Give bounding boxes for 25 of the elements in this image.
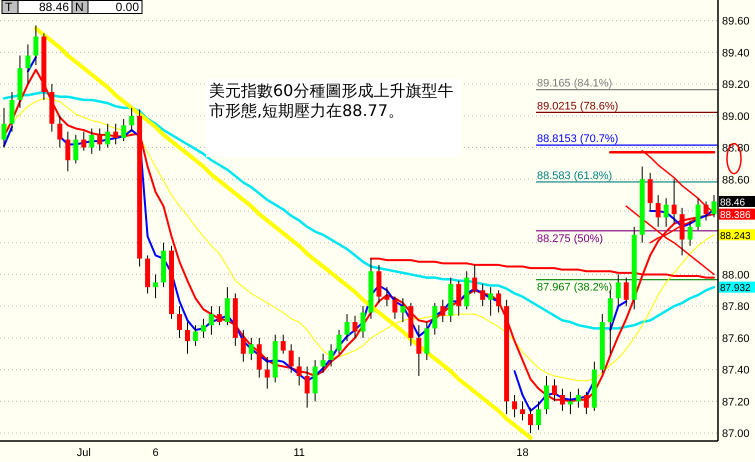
ref-line-label: 89.165 (84.1%): [537, 78, 612, 90]
x-tick-label: 6: [152, 447, 159, 459]
y-tick-label: 89.20: [722, 79, 750, 92]
y-tick-label: 87.00: [722, 428, 750, 440]
y-tick-label: 87.20: [722, 396, 750, 408]
ref-line-label: 88.275 (50%): [537, 232, 604, 245]
y-tick-label: 88.00: [722, 269, 750, 282]
y-tick-label: 87.60: [722, 332, 750, 345]
x-tick-label: 11: [293, 447, 305, 459]
y-tick-label: 89.00: [722, 110, 750, 123]
annotation: 88.46: [38, 0, 70, 14]
y-tick-label: 87.40: [722, 364, 750, 377]
annotation: 0.00: [116, 0, 140, 14]
y-tick-label: 89.60: [722, 16, 750, 28]
x-tick-label: Jul: [76, 447, 91, 459]
x-tick-label: 18: [516, 447, 529, 459]
annotation: T: [5, 0, 13, 14]
ref-line-label: 89.0215 (78.6%): [537, 100, 618, 112]
annotation: N: [75, 0, 84, 14]
ref-line-label: 88.8153 (70.7%): [537, 133, 618, 146]
ref-line-label: 88.583 (61.8%): [537, 170, 612, 182]
y-tick-label: 87.80: [722, 301, 750, 314]
y-tick-label: 88.60: [722, 174, 750, 186]
y-tick-label: 89.40: [722, 47, 750, 60]
ref-line-label: 87.967 (38.2%): [537, 282, 612, 294]
